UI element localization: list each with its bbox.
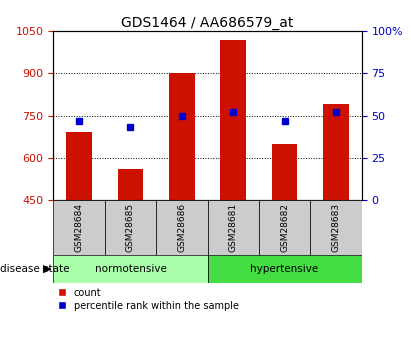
Bar xyxy=(220,39,246,200)
Text: hypertensive: hypertensive xyxy=(250,264,319,274)
Bar xyxy=(310,200,362,255)
Bar xyxy=(272,144,298,200)
Text: normotensive: normotensive xyxy=(95,264,166,274)
Bar xyxy=(156,200,208,255)
Bar xyxy=(208,255,362,283)
Bar xyxy=(259,200,310,255)
Title: GDS1464 / AA686579_at: GDS1464 / AA686579_at xyxy=(121,16,294,30)
Bar xyxy=(208,200,259,255)
Text: GSM28685: GSM28685 xyxy=(126,203,135,252)
Bar xyxy=(53,200,105,255)
Text: GSM28681: GSM28681 xyxy=(229,203,238,252)
Bar xyxy=(53,255,208,283)
Bar xyxy=(105,200,156,255)
Bar xyxy=(323,104,349,200)
Text: GSM28682: GSM28682 xyxy=(280,203,289,252)
Text: GSM28686: GSM28686 xyxy=(178,203,186,252)
Legend: count, percentile rank within the sample: count, percentile rank within the sample xyxy=(58,288,239,311)
Text: GSM28683: GSM28683 xyxy=(332,203,340,252)
Bar xyxy=(66,132,92,200)
Text: ▶: ▶ xyxy=(43,264,51,274)
Bar xyxy=(118,169,143,200)
Bar xyxy=(169,73,195,200)
Text: disease state: disease state xyxy=(0,264,69,274)
Text: GSM28684: GSM28684 xyxy=(75,203,83,252)
